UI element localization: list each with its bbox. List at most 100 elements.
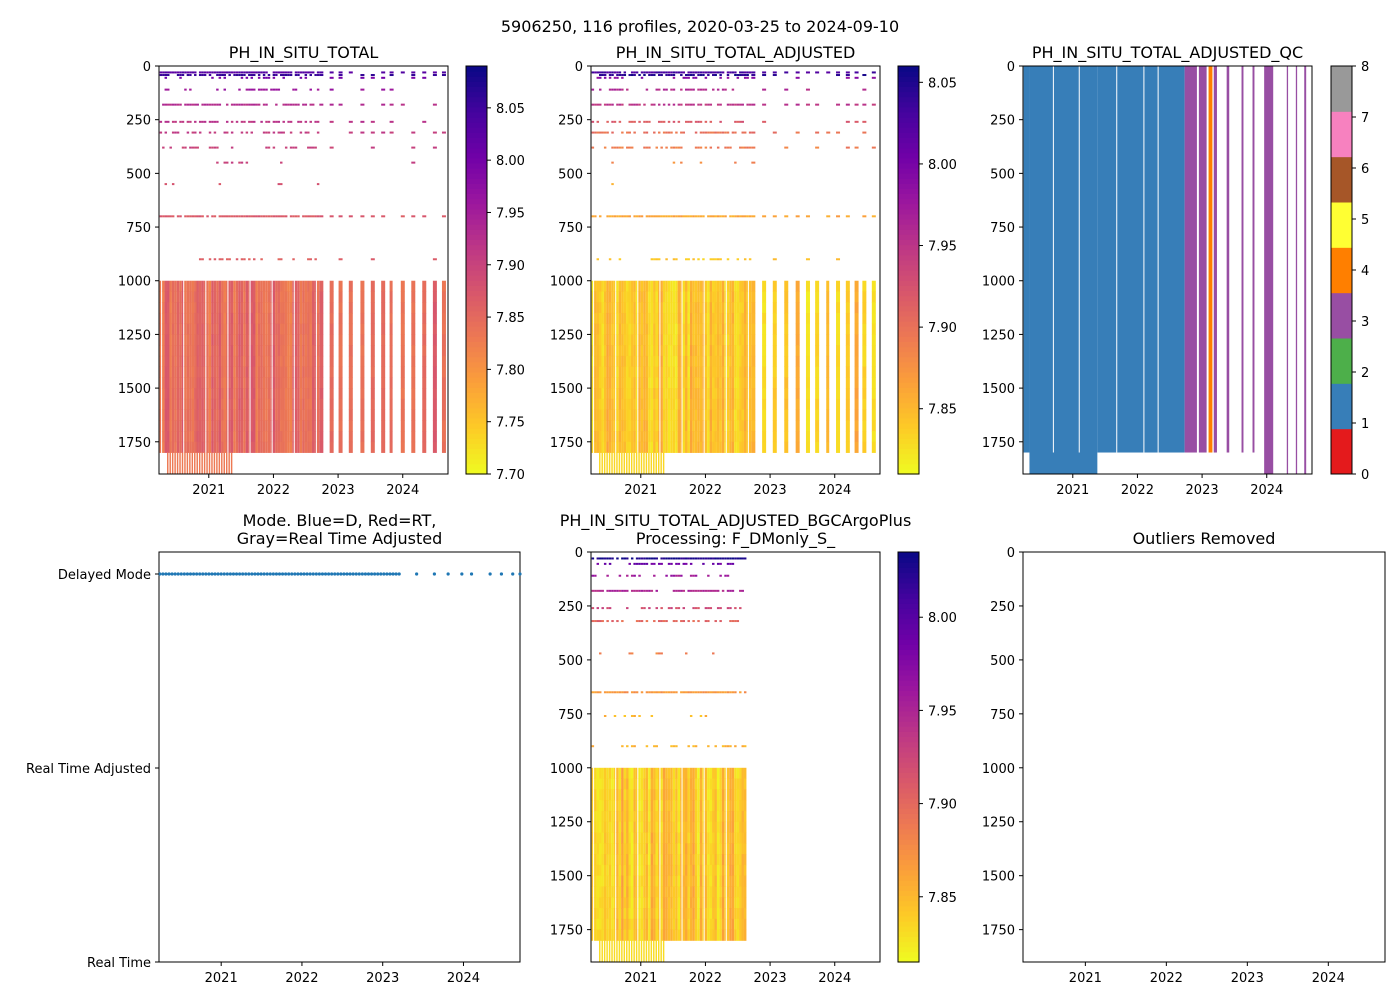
heatmap-cell bbox=[724, 345, 726, 357]
heatmap-cell bbox=[667, 71, 671, 74]
heatmap-cell bbox=[616, 897, 619, 909]
heatmap-cell bbox=[311, 334, 315, 346]
heatmap-cell bbox=[699, 215, 703, 218]
heatmap-cell bbox=[667, 789, 671, 801]
heatmap-cell bbox=[277, 183, 281, 186]
heatmap-cell bbox=[194, 146, 197, 149]
heatmap-cell bbox=[282, 366, 285, 378]
heatmap-cell bbox=[707, 918, 710, 931]
heatmap-cell bbox=[348, 323, 353, 335]
heatmap-cell bbox=[603, 875, 607, 887]
colorbar-tick-label: 7.90 bbox=[928, 321, 957, 336]
heatmap-cell bbox=[213, 366, 217, 378]
heatmap-cell bbox=[319, 377, 324, 389]
heatmap-cell bbox=[731, 131, 735, 134]
heatmap-cell bbox=[240, 441, 244, 453]
heatmap-cell bbox=[689, 854, 693, 866]
heatmap-cell bbox=[704, 441, 708, 453]
colorbar-segment bbox=[466, 397, 487, 404]
heatmap-cell bbox=[601, 431, 604, 443]
heatmap-cell bbox=[694, 574, 698, 577]
heatmap-cell bbox=[289, 355, 293, 368]
heatmap-cell bbox=[228, 409, 231, 421]
heatmap-cell bbox=[360, 398, 365, 410]
heatmap-cell bbox=[611, 843, 614, 855]
heatmap-cell bbox=[648, 420, 651, 432]
heatmap-cell bbox=[626, 832, 629, 844]
heatmap-cell bbox=[616, 312, 619, 325]
heatmap-cell bbox=[772, 280, 777, 292]
heatmap-cell bbox=[751, 280, 756, 292]
y-tick-label: 1000 bbox=[118, 275, 151, 290]
heatmap-cell bbox=[599, 355, 602, 368]
heatmap-cell bbox=[360, 420, 365, 432]
heatmap-cell bbox=[262, 441, 266, 453]
heatmap-cell bbox=[594, 908, 597, 920]
heatmap-cell bbox=[218, 312, 222, 325]
heatmap-cell bbox=[854, 345, 859, 357]
heatmap-cell bbox=[680, 71, 683, 74]
heatmap-cell bbox=[618, 88, 622, 91]
heatmap-cell bbox=[692, 918, 695, 931]
heatmap-cell bbox=[736, 366, 740, 378]
heatmap-cell bbox=[707, 74, 710, 77]
heatmap-cell bbox=[630, 832, 634, 844]
heatmap-cell bbox=[653, 574, 656, 577]
mode-point bbox=[216, 572, 220, 576]
heatmap-cell bbox=[772, 74, 777, 77]
heatmap-cell bbox=[167, 280, 170, 292]
heatmap-cell bbox=[302, 366, 305, 378]
heatmap-cell bbox=[164, 334, 168, 346]
heatmap-cell bbox=[734, 302, 737, 314]
heatmap-cell bbox=[665, 886, 668, 898]
qc-column bbox=[1286, 66, 1289, 474]
heatmap-cell bbox=[235, 431, 239, 443]
heatmap-cell bbox=[603, 366, 607, 378]
heatmap-cell bbox=[606, 574, 609, 577]
heatmap-cell bbox=[260, 441, 263, 453]
heatmap-cell bbox=[665, 843, 668, 855]
heatmap-cell bbox=[250, 366, 254, 378]
heatmap-cell bbox=[626, 810, 629, 823]
heatmap-cell bbox=[280, 366, 283, 378]
heatmap-cell bbox=[628, 146, 631, 149]
heatmap-cell bbox=[162, 398, 165, 410]
heatmap-cell bbox=[653, 800, 656, 812]
heatmap-cell bbox=[736, 345, 740, 357]
heatmap-cell bbox=[653, 103, 656, 106]
heatmap-cell bbox=[871, 431, 876, 443]
heatmap-cell bbox=[655, 215, 658, 218]
heatmap-cell bbox=[608, 918, 612, 931]
heatmap-cell bbox=[213, 323, 217, 335]
heatmap-cell bbox=[159, 302, 162, 314]
heatmap-cell bbox=[194, 312, 197, 325]
heatmap-cell bbox=[689, 409, 693, 421]
heatmap-cell bbox=[734, 120, 737, 123]
heatmap-cell bbox=[169, 215, 172, 218]
mode-point bbox=[369, 572, 374, 576]
heatmap-cell bbox=[599, 103, 602, 106]
heatmap-cell bbox=[169, 377, 172, 389]
heatmap-cell bbox=[657, 562, 661, 565]
heatmap-cell bbox=[667, 398, 671, 410]
heatmap-cell bbox=[599, 76, 602, 79]
heatmap-cell bbox=[606, 778, 609, 790]
heatmap-cell bbox=[389, 103, 394, 106]
heatmap-cell bbox=[302, 409, 305, 421]
heatmap-cell bbox=[176, 131, 180, 134]
heatmap-cell bbox=[618, 312, 622, 325]
heatmap-cell bbox=[712, 355, 715, 368]
heatmap-cell bbox=[606, 312, 609, 325]
heatmap-cell bbox=[685, 864, 688, 877]
heatmap-cell bbox=[628, 215, 631, 218]
heatmap-cell bbox=[724, 388, 726, 400]
heatmap-cell bbox=[243, 441, 246, 453]
heatmap-cell bbox=[167, 420, 170, 432]
heatmap-cell bbox=[748, 398, 752, 410]
heatmap-cell bbox=[672, 767, 676, 779]
mode-point bbox=[366, 572, 371, 576]
heatmap-cell bbox=[682, 323, 686, 335]
heatmap-cell bbox=[599, 557, 602, 560]
heatmap-cell bbox=[743, 312, 747, 325]
heatmap-cell bbox=[672, 88, 676, 91]
